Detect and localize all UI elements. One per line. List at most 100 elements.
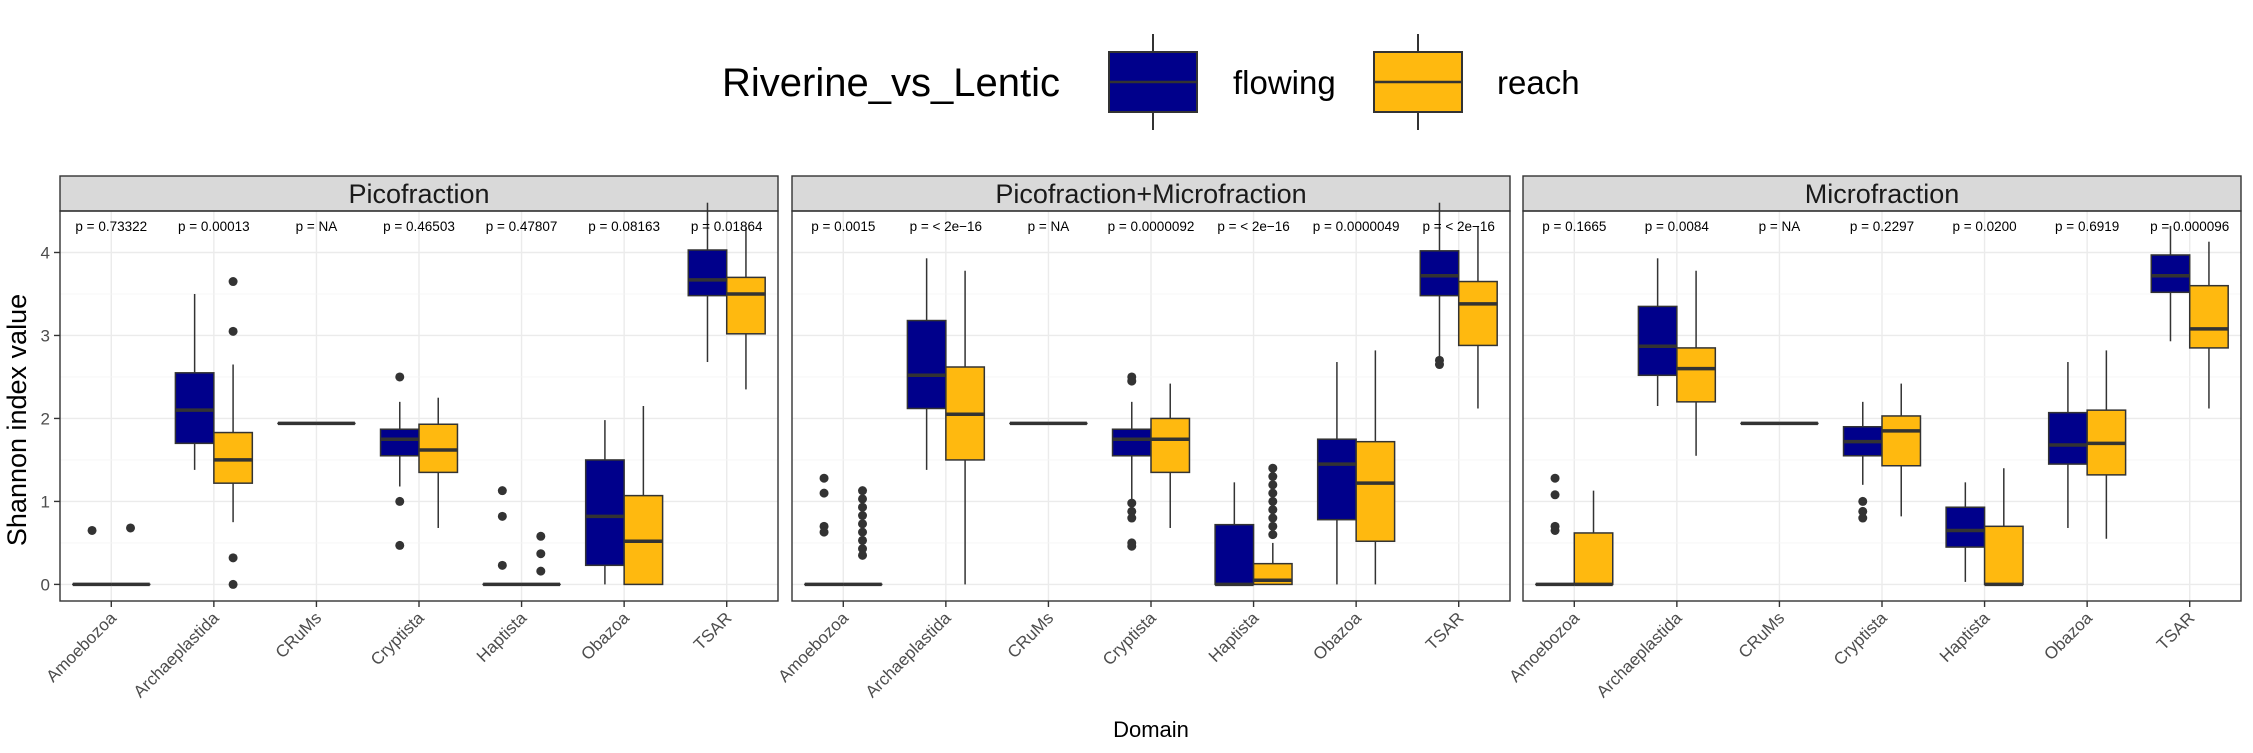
box-iqr (584, 459, 625, 567)
box-amoebozoa-flowing (804, 473, 845, 587)
outlier-point (819, 473, 829, 483)
x-tick-label: Archaeplastida (130, 608, 223, 701)
box-iqr (1214, 523, 1255, 586)
box-obazoa-flowing (1316, 362, 1357, 585)
outlier-point (858, 544, 868, 554)
outlier-point (1268, 521, 1278, 531)
box-amoebozoa-flowing (72, 525, 113, 587)
y-tick-label: 0 (41, 575, 50, 594)
x-tick-label: CRuMs (1004, 608, 1058, 662)
box-obazoa-reach (2086, 350, 2127, 539)
x-tick-label: Haptista (473, 608, 531, 666)
facet-panel-picofraction: Picofraction p = 0.73322 p = 0.00013 p = NA… (41, 175, 779, 701)
legend-title: Riverine_vs_Lentic (722, 61, 1060, 105)
panel-title: Picofraction (348, 179, 489, 209)
box-archaeplastida-reach (213, 277, 254, 589)
outlier-point (1550, 490, 1560, 500)
outlier-point (1127, 513, 1137, 523)
box-cryptista-reach (1881, 383, 1922, 517)
facet-panels: Picofraction p = 0.73322 p = 0.00013 p = NA… (41, 175, 2242, 701)
box-iqr (1881, 415, 1922, 467)
box-iqr (2150, 254, 2191, 294)
outlier-point (1127, 376, 1137, 386)
x-axis-title: Domain (1113, 717, 1189, 742)
box-obazoa-reach (623, 406, 664, 586)
outlier-point (858, 511, 868, 521)
outlier-point (1268, 488, 1278, 498)
legend-key-reach (1373, 34, 1463, 130)
outlier-point (497, 486, 507, 496)
box-iqr (174, 372, 215, 445)
box-archaeplastida-flowing (1637, 258, 1678, 406)
box-iqr (379, 428, 420, 457)
y-tick-label: 2 (41, 409, 50, 428)
x-tick-label: CRuMs (272, 608, 326, 662)
box-haptista-reach (520, 531, 561, 587)
pvalue-label: p = 0.46503 (383, 219, 455, 234)
pvalue-label: p = 0.00013 (178, 219, 250, 234)
outlier-point (1268, 472, 1278, 482)
box-cryptista-flowing (1842, 401, 1883, 523)
outlier-point (858, 502, 868, 512)
legend: Riverine_vs_Lentic flowing reach (722, 34, 1580, 130)
box-iqr (213, 431, 254, 484)
box-cryptista-flowing (1111, 372, 1152, 551)
outlier-point (1858, 513, 1868, 523)
x-tick-label: Archaeplastida (862, 608, 955, 701)
strip-background (791, 175, 1511, 212)
box-cryptista-reach (1150, 383, 1191, 528)
pvalue-label: p = 0.01864 (691, 219, 763, 234)
box-tsar-flowing (1419, 202, 1460, 370)
box-iqr (687, 249, 728, 297)
outlier-point (1550, 473, 1560, 483)
outlier-point (1434, 360, 1444, 370)
box-amoebozoa-reach (110, 523, 151, 587)
outlier-point (819, 488, 829, 498)
pvalue-label: p = 0.0000092 (1108, 219, 1195, 234)
pvalue-label: p = 0.000096 (2150, 219, 2229, 234)
box-iqr (1419, 250, 1460, 297)
pvalue-label: p = 0.47807 (486, 219, 558, 234)
box-iqr (1316, 438, 1357, 521)
box-archaeplastida-reach (1676, 270, 1717, 456)
outlier-point (1127, 506, 1137, 516)
pvalue-label: p = 0.0015 (811, 219, 875, 234)
box-tsar-flowing (2150, 225, 2191, 342)
pvalue-label: p = < 2e−16 (910, 219, 982, 234)
legend-key-flowing (1108, 34, 1198, 130)
outlier-point (1550, 525, 1560, 535)
x-tick-label: TSAR (690, 608, 735, 653)
x-tick-label: Archaeplastida (1593, 608, 1686, 701)
pvalue-label: p = NA (1759, 219, 1801, 234)
outlier-point (536, 531, 546, 541)
legend-label-reach: reach (1497, 64, 1580, 101)
x-tick-label: Obazoa (1309, 608, 1365, 664)
x-tick-label: Cryptista (1830, 608, 1891, 669)
outlier-point (858, 494, 868, 504)
pvalue-label: p = 0.0084 (1645, 219, 1710, 234)
outlier-point (1858, 506, 1868, 516)
outlier-point (819, 527, 829, 537)
pvalue-label: p = < 2e−16 (1422, 219, 1494, 234)
x-tick-label: CRuMs (1735, 608, 1789, 662)
box-tsar-reach (2188, 241, 2229, 409)
x-tick-label: TSAR (1422, 608, 1467, 653)
facet-panel-picofraction-microfraction: Picofraction+Microfraction p = 0.0015 p = … (775, 175, 1511, 701)
pvalue-label: p = NA (1028, 219, 1070, 234)
pvalue-label: p = 0.0000049 (1313, 219, 1400, 234)
outlier-point (858, 486, 868, 496)
box-amoebozoa-reach (1573, 490, 1614, 587)
box-cryptista-reach (418, 397, 459, 528)
outlier-point (1858, 496, 1868, 506)
x-tick-label: Haptista (1936, 608, 1994, 666)
x-tick-label: Amoebozoa (1506, 608, 1584, 686)
x-tick-label: Cryptista (367, 608, 428, 669)
pvalue-label: p = 0.0200 (1952, 219, 2016, 234)
x-tick-label: Amoebozoa (43, 608, 121, 686)
outlier-point (1268, 480, 1278, 490)
pvalue-label: p = 0.73322 (75, 219, 147, 234)
strip-background (1522, 175, 2242, 212)
outlier-point (536, 549, 546, 559)
legend-label-flowing: flowing (1233, 64, 1336, 101)
x-tick-label: Obazoa (2040, 608, 2096, 664)
